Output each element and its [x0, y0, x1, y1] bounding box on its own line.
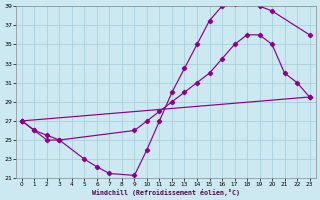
X-axis label: Windchill (Refroidissement éolien,°C): Windchill (Refroidissement éolien,°C) — [92, 189, 240, 196]
